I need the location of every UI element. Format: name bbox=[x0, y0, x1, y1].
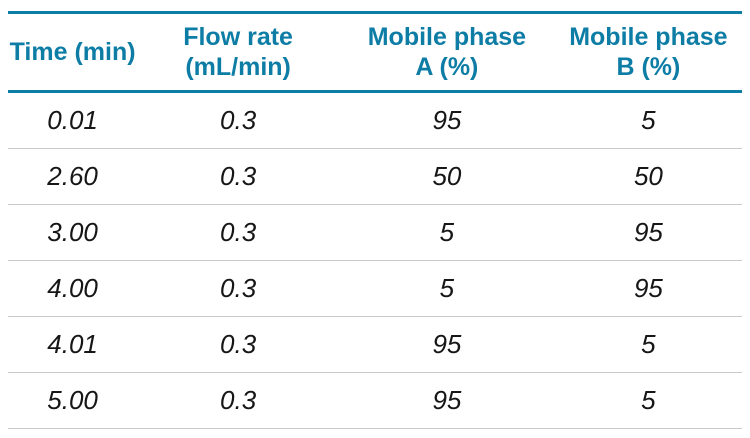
gradient-table: Time (min) Flow rate (mL/min) Mobile pha… bbox=[8, 11, 742, 429]
cell-phase-a: 95 bbox=[432, 385, 462, 415]
cell-flow: 0.3 bbox=[220, 217, 257, 247]
cell-phase-b: 5 bbox=[641, 329, 656, 359]
column-header-mobile-phase-b: Mobile phase B (%) bbox=[555, 13, 742, 92]
cell-phase-b: 50 bbox=[633, 161, 663, 191]
cell-flow: 0.3 bbox=[220, 385, 257, 415]
cell-phase-a: 95 bbox=[432, 329, 462, 359]
cell-flow: 0.3 bbox=[220, 161, 257, 191]
cell-flow: 0.3 bbox=[220, 273, 257, 303]
table-header: Time (min) Flow rate (mL/min) Mobile pha… bbox=[8, 12, 742, 92]
cell-time: 4.00 bbox=[47, 273, 98, 303]
cell-phase-a: 5 bbox=[439, 217, 455, 247]
header-time-line1: Time (min) bbox=[9, 38, 136, 66]
cell-time: 4.01 bbox=[47, 329, 98, 359]
cell-phase-a: 95 bbox=[432, 105, 462, 135]
table-row: 3.00 0.3 5 95 bbox=[8, 205, 742, 261]
cell-time: 0.01 bbox=[47, 105, 98, 135]
cell-time: 5.00 bbox=[47, 385, 98, 415]
cell-phase-b: 95 bbox=[633, 273, 663, 303]
column-header-flow-rate: Flow rate (mL/min) bbox=[137, 13, 339, 92]
cell-phase-b: 5 bbox=[641, 385, 656, 415]
cell-time: 3.00 bbox=[47, 217, 98, 247]
table-row: 4.01 0.3 95 5 bbox=[8, 317, 742, 373]
cell-phase-a: 50 bbox=[432, 161, 462, 191]
cell-phase-a: 5 bbox=[439, 273, 455, 303]
table-row: 5.00 0.3 95 5 bbox=[8, 373, 742, 429]
cell-phase-b: 5 bbox=[641, 105, 656, 135]
table-body: 0.01 0.3 95 5 2.60 0.3 50 50 3.00 0.3 5 … bbox=[8, 92, 742, 429]
column-header-mobile-phase-a: Mobile phase A (%) bbox=[339, 13, 555, 92]
header-flow-line1: Flow rate bbox=[183, 23, 293, 51]
cell-flow: 0.3 bbox=[220, 329, 257, 359]
cell-flow: 0.3 bbox=[220, 105, 257, 135]
header-flow-line2: (mL/min) bbox=[185, 53, 291, 81]
table-row: 2.60 0.3 50 50 bbox=[8, 149, 742, 205]
table-row: 0.01 0.3 95 5 bbox=[8, 92, 742, 149]
header-phase-b-line1: Mobile phase bbox=[569, 23, 728, 51]
header-phase-a-line2: A (%) bbox=[415, 53, 479, 81]
header-phase-b-line2: B (%) bbox=[616, 53, 681, 81]
cell-phase-b: 95 bbox=[633, 217, 663, 247]
gradient-table-container: Time (min) Flow rate (mL/min) Mobile pha… bbox=[8, 11, 742, 429]
cell-time: 2.60 bbox=[47, 161, 98, 191]
column-header-time: Time (min) bbox=[8, 13, 137, 92]
table-row: 4.00 0.3 5 95 bbox=[8, 261, 742, 317]
header-phase-a-line1: Mobile phase bbox=[367, 23, 527, 51]
header-row: Time (min) Flow rate (mL/min) Mobile pha… bbox=[8, 12, 742, 92]
